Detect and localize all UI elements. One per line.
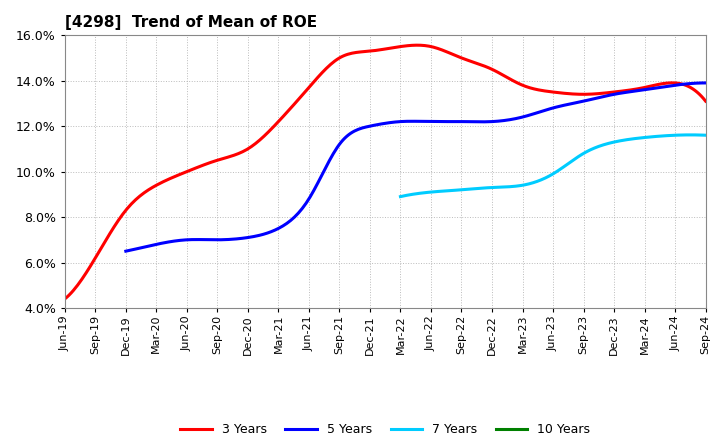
3 Years bbox=[644, 84, 652, 89]
5 Years bbox=[123, 248, 132, 253]
3 Years bbox=[701, 99, 710, 104]
5 Years bbox=[467, 119, 475, 125]
3 Years bbox=[63, 294, 71, 300]
7 Years bbox=[583, 149, 592, 154]
7 Years bbox=[577, 152, 586, 157]
3 Years bbox=[60, 296, 69, 301]
5 Years bbox=[701, 80, 710, 85]
7 Years bbox=[701, 132, 710, 138]
7 Years bbox=[672, 132, 681, 138]
5 Years bbox=[122, 249, 130, 254]
7 Years bbox=[577, 152, 585, 158]
3 Years bbox=[603, 90, 611, 95]
Line: 3 Years: 3 Years bbox=[65, 45, 706, 299]
Line: 5 Years: 5 Years bbox=[126, 83, 706, 251]
7 Years bbox=[686, 132, 695, 138]
7 Years bbox=[396, 194, 405, 199]
5 Years bbox=[647, 86, 656, 92]
3 Years bbox=[442, 49, 451, 54]
5 Years bbox=[610, 92, 618, 97]
5 Years bbox=[477, 119, 485, 125]
3 Years bbox=[412, 43, 420, 48]
3 Years bbox=[444, 50, 453, 55]
3 Years bbox=[455, 55, 464, 60]
7 Years bbox=[397, 194, 406, 199]
Text: [4298]  Trend of Mean of ROE: [4298] Trend of Mean of ROE bbox=[65, 15, 317, 30]
Legend: 3 Years, 5 Years, 7 Years, 10 Years: 3 Years, 5 Years, 7 Years, 10 Years bbox=[176, 418, 595, 440]
7 Years bbox=[653, 134, 662, 139]
Line: 7 Years: 7 Years bbox=[400, 135, 706, 197]
5 Years bbox=[464, 119, 473, 125]
